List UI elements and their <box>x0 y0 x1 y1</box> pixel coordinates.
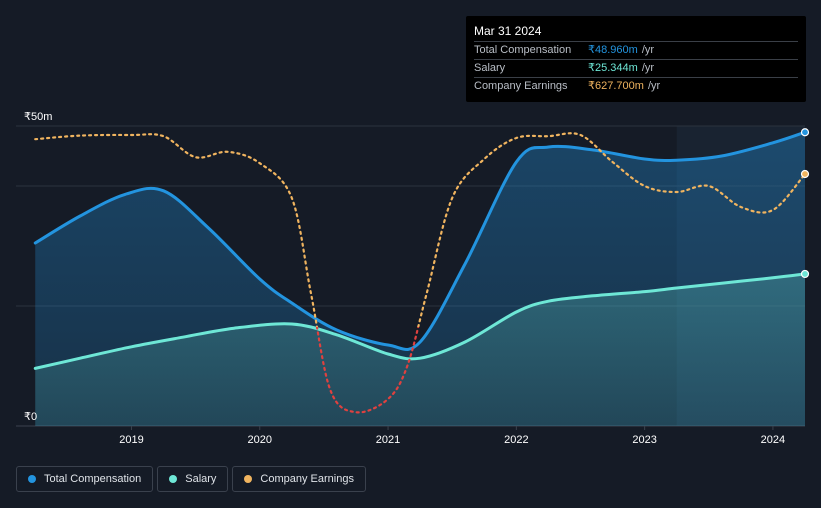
legend-dot-icon <box>244 475 253 483</box>
x-tick-label: 2024 <box>761 434 785 446</box>
marker-layer <box>800 128 810 279</box>
total-compensation-end-marker <box>800 128 810 137</box>
tooltip-value: ₹627.700m <box>588 80 644 92</box>
tooltip-row-total-compensation: Total Compensation ₹48.960m /yr <box>474 41 798 59</box>
legend-label: Company Earnings <box>260 473 354 485</box>
legend-dot-icon <box>28 475 36 483</box>
tooltip-label: Salary <box>474 62 506 74</box>
y-tick-label: ₹50m <box>24 111 52 123</box>
x-tick-label: 2021 <box>376 434 400 446</box>
x-tick-label: 2023 <box>632 434 656 446</box>
tooltip-unit: /yr <box>641 44 655 56</box>
tooltip-label: Company Earnings <box>474 80 568 92</box>
legend-item-salary[interactable]: Salary <box>157 466 229 492</box>
legend: Total Compensation Salary Company Earnin… <box>16 466 366 492</box>
legend-item-total-compensation[interactable]: Total Compensation <box>16 466 154 492</box>
legend-label: Total Compensation <box>44 473 142 485</box>
tooltip-unit: /yr <box>647 80 661 92</box>
legend-item-company-earnings[interactable]: Company Earnings <box>232 466 366 492</box>
company-earnings-negative-line <box>315 327 420 414</box>
area-layer <box>35 132 806 427</box>
salary-line <box>33 272 807 370</box>
salary-area <box>35 273 806 426</box>
line-layer <box>33 130 807 414</box>
tooltip-value: ₹25.344m <box>588 62 638 74</box>
y-tick-label: ₹0 <box>24 411 37 423</box>
axis-layer: ₹50m ₹0 2019 2020 2021 2022 2023 2024 <box>24 111 785 446</box>
tooltip: Mar 31 2024 Total Compensation ₹48.960m … <box>466 16 806 102</box>
tooltip-label: Total Compensation <box>474 44 572 56</box>
total-compensation-line <box>33 130 807 351</box>
tooltip-row-salary: Salary ₹25.344m /yr <box>474 59 798 77</box>
x-tick-label: 2019 <box>119 434 143 446</box>
tooltip-row-company-earnings: Company Earnings ₹627.700m /yr <box>474 77 798 95</box>
company-earnings-end-marker <box>800 169 810 179</box>
tooltip-date: Mar 31 2024 <box>474 24 542 38</box>
salary-end-marker <box>800 269 810 279</box>
tooltip-unit: /yr <box>641 62 655 74</box>
legend-label: Salary <box>185 473 217 485</box>
legend-dot-icon <box>169 475 178 483</box>
x-tick-label: 2022 <box>504 434 528 446</box>
tooltip-value: ₹48.960m <box>588 44 638 56</box>
x-tick-label: 2020 <box>248 434 272 446</box>
company-earnings-line <box>34 132 807 327</box>
